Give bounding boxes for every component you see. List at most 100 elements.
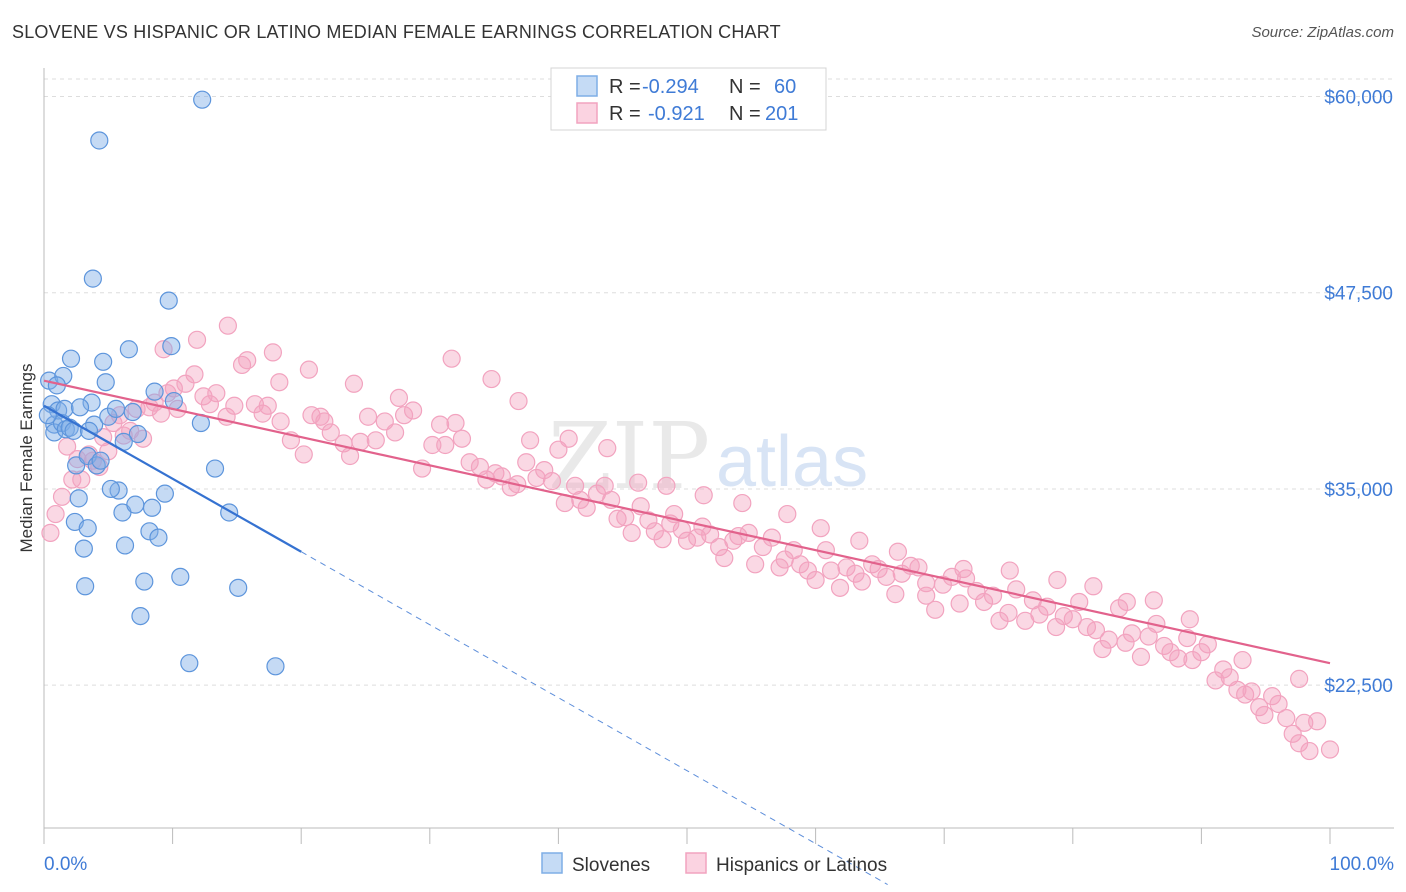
slovene-point bbox=[142, 498, 162, 517]
hispanic-point bbox=[271, 412, 290, 431]
slovene-point bbox=[135, 572, 154, 591]
hispanic-point bbox=[1169, 649, 1188, 668]
hispanic-point bbox=[527, 468, 546, 488]
hispanic-point bbox=[442, 349, 461, 368]
hispanic-point bbox=[917, 586, 936, 605]
legend-label-slovenes: Slovenes bbox=[572, 855, 650, 876]
hispanic-point bbox=[850, 531, 869, 550]
slovene-point bbox=[115, 536, 135, 555]
hispanic-point bbox=[806, 570, 825, 590]
slovene-point bbox=[45, 415, 64, 434]
hispanic-point bbox=[715, 548, 734, 568]
hispanic-point bbox=[452, 429, 472, 448]
slovene-point bbox=[96, 373, 115, 392]
hispanic-point bbox=[1233, 650, 1252, 670]
slovene-point bbox=[106, 399, 126, 418]
hispanic-point bbox=[1000, 561, 1019, 580]
slovene-point bbox=[149, 528, 168, 547]
hispanic-point bbox=[258, 396, 277, 415]
hispanic-point bbox=[1063, 610, 1082, 629]
hispanic-point bbox=[798, 561, 817, 580]
hispanic-point bbox=[1099, 630, 1118, 649]
stats-r-value-2: -0.921 bbox=[648, 103, 705, 125]
hispanic-point bbox=[52, 487, 72, 506]
slovene-point bbox=[140, 522, 159, 541]
hispanic-point bbox=[559, 429, 578, 448]
slovene-point bbox=[119, 340, 138, 359]
hispanic-point bbox=[1084, 577, 1103, 596]
hispanic-point bbox=[1093, 639, 1112, 659]
y-tick-label: $47,500 bbox=[1324, 284, 1393, 305]
slovene-point bbox=[162, 337, 181, 356]
slovene-point bbox=[70, 398, 90, 417]
hispanic-point bbox=[983, 586, 1003, 605]
stats-swatch-slovenes bbox=[576, 75, 598, 97]
slovene-point bbox=[83, 269, 102, 288]
stats-swatch-hispanics bbox=[576, 102, 598, 124]
hispanic-point bbox=[299, 360, 319, 379]
slovene-point bbox=[266, 657, 285, 676]
hispanic-point bbox=[68, 450, 87, 469]
hispanic-point bbox=[837, 558, 856, 577]
slovene-point bbox=[101, 479, 120, 499]
y-tick-label: $35,000 bbox=[1324, 480, 1393, 501]
stats-r-value-1: -0.294 bbox=[642, 76, 699, 98]
slovene-point bbox=[61, 349, 81, 368]
slovene-point bbox=[94, 352, 113, 371]
hispanic-point bbox=[926, 600, 945, 619]
hispanic-point bbox=[1030, 605, 1049, 624]
y-axis-label: Median Female Earnings bbox=[17, 364, 36, 553]
slovene-point bbox=[76, 577, 95, 596]
y-tick-label: $22,500 bbox=[1324, 676, 1393, 697]
x-tick-label-max: 100.0% bbox=[1330, 854, 1395, 875]
hispanic-point bbox=[430, 415, 450, 434]
hispanic-point bbox=[821, 561, 841, 580]
hispanic-point bbox=[1122, 624, 1142, 643]
legend-label-hispanics: Hispanics or Latinos bbox=[716, 855, 887, 876]
hispanic-point bbox=[999, 603, 1018, 623]
stats-r-label-1: R = bbox=[609, 76, 641, 98]
hispanic-point bbox=[739, 523, 758, 543]
stats-n-value-2: 201 bbox=[765, 103, 798, 125]
slovene-point bbox=[90, 131, 109, 150]
slovene-trend-extension bbox=[300, 551, 888, 885]
hispanic-point bbox=[877, 567, 896, 586]
hispanic-point bbox=[566, 476, 585, 495]
hispanic-point bbox=[778, 504, 797, 524]
slovene-point bbox=[128, 424, 147, 444]
slovene-point bbox=[205, 459, 225, 478]
slovene-point bbox=[91, 451, 110, 470]
hispanic-point bbox=[294, 445, 313, 464]
hispanic-trend-line bbox=[43, 379, 1331, 665]
hispanic-point bbox=[917, 574, 936, 593]
hispanic-point bbox=[1116, 633, 1135, 652]
hispanic-point bbox=[746, 555, 765, 574]
stats-n-label-1: N = bbox=[729, 76, 761, 98]
hispanic-point bbox=[542, 472, 562, 491]
hispanic-point bbox=[1242, 682, 1261, 701]
watermark-atlas: atlas bbox=[716, 422, 868, 502]
hispanic-point bbox=[954, 559, 973, 579]
hispanic-point bbox=[608, 509, 627, 528]
grid bbox=[44, 78, 1394, 686]
hispanic-point bbox=[46, 504, 65, 524]
axes bbox=[43, 68, 1394, 844]
slovene-point bbox=[180, 654, 199, 673]
hispanic-point bbox=[423, 435, 442, 455]
hispanic-point bbox=[436, 435, 455, 455]
hispanic-point bbox=[811, 519, 830, 538]
hispanic-point bbox=[639, 511, 658, 530]
slovene-point bbox=[155, 484, 174, 503]
hispanic-point bbox=[657, 476, 676, 495]
stats-r-label-2: R = bbox=[609, 103, 641, 125]
hispanic-point bbox=[385, 423, 405, 442]
watermark: ZIP atlas bbox=[548, 403, 868, 510]
hispanic-point bbox=[888, 542, 908, 561]
hispanic-point bbox=[218, 316, 237, 335]
slovene-point bbox=[229, 578, 248, 597]
hispanic-point bbox=[1290, 669, 1309, 688]
hispanic-point bbox=[403, 401, 423, 420]
hispanic-point bbox=[622, 523, 641, 543]
hispanic-point bbox=[653, 530, 672, 549]
hispanic-point bbox=[830, 578, 850, 597]
